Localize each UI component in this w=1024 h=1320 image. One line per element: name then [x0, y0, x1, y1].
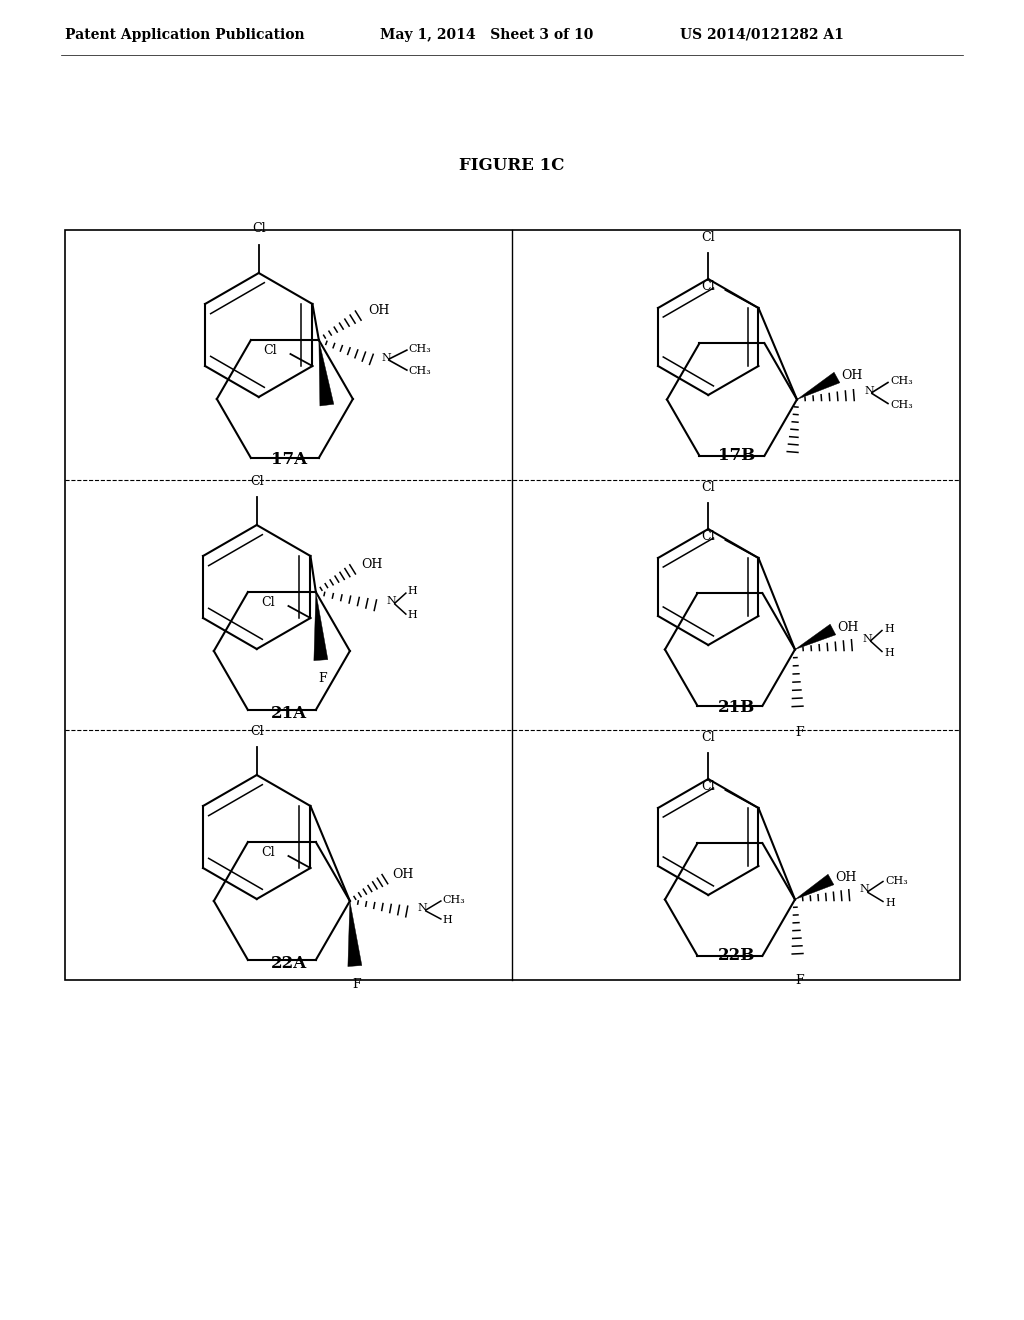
Text: F: F — [796, 726, 804, 739]
Text: OH: OH — [392, 867, 414, 880]
Text: Cl: Cl — [701, 280, 716, 293]
Text: N: N — [860, 884, 869, 895]
Text: CH₃: CH₃ — [442, 895, 466, 906]
Text: 21B: 21B — [718, 700, 755, 717]
Text: Cl: Cl — [252, 222, 265, 235]
Text: OH: OH — [837, 620, 858, 634]
Text: CH₃: CH₃ — [409, 345, 431, 354]
Text: 21A: 21A — [270, 705, 307, 722]
Text: 17A: 17A — [270, 451, 307, 469]
Text: Cl: Cl — [701, 231, 715, 244]
Polygon shape — [314, 593, 328, 660]
Text: OH: OH — [360, 557, 382, 570]
Text: CH₃: CH₃ — [890, 400, 912, 409]
Text: OH: OH — [835, 871, 856, 884]
Text: May 1, 2014   Sheet 3 of 10: May 1, 2014 Sheet 3 of 10 — [380, 28, 593, 42]
Text: Cl: Cl — [261, 597, 275, 610]
Text: H: H — [884, 623, 894, 634]
Text: N: N — [863, 634, 872, 644]
Text: H: H — [885, 898, 895, 908]
Text: Cl: Cl — [263, 345, 278, 358]
Polygon shape — [797, 372, 840, 400]
Text: Cl: Cl — [701, 480, 715, 494]
Text: H: H — [442, 915, 453, 925]
Text: CH₃: CH₃ — [885, 875, 907, 886]
Polygon shape — [795, 874, 834, 899]
Text: Patent Application Publication: Patent Application Publication — [65, 28, 304, 42]
Text: FIGURE 1C: FIGURE 1C — [460, 157, 564, 173]
Text: Cl: Cl — [250, 475, 263, 488]
Polygon shape — [318, 341, 334, 407]
Text: 22A: 22A — [270, 954, 307, 972]
Text: N: N — [865, 387, 874, 396]
Text: OH: OH — [368, 304, 389, 317]
Text: N: N — [382, 354, 391, 363]
Text: F: F — [318, 672, 328, 685]
Text: OH: OH — [841, 370, 862, 381]
Text: H: H — [884, 648, 894, 657]
Text: Cl: Cl — [701, 780, 716, 792]
Polygon shape — [348, 902, 361, 966]
Bar — [65, 230, 961, 979]
Text: Cl: Cl — [701, 529, 716, 543]
Text: CH₃: CH₃ — [890, 376, 912, 387]
Text: Cl: Cl — [701, 731, 715, 744]
Text: F: F — [352, 978, 361, 991]
Text: F: F — [796, 974, 804, 986]
Text: H: H — [408, 610, 418, 620]
Polygon shape — [795, 624, 836, 649]
Text: 22B: 22B — [718, 946, 755, 964]
Text: Cl: Cl — [250, 725, 263, 738]
Text: Cl: Cl — [261, 846, 275, 859]
Text: H: H — [408, 586, 418, 597]
Text: CH₃: CH₃ — [409, 366, 431, 376]
Text: N: N — [387, 597, 396, 606]
Text: US 2014/0121282 A1: US 2014/0121282 A1 — [680, 28, 844, 42]
Text: 17B: 17B — [718, 446, 755, 463]
Text: N: N — [418, 903, 428, 913]
